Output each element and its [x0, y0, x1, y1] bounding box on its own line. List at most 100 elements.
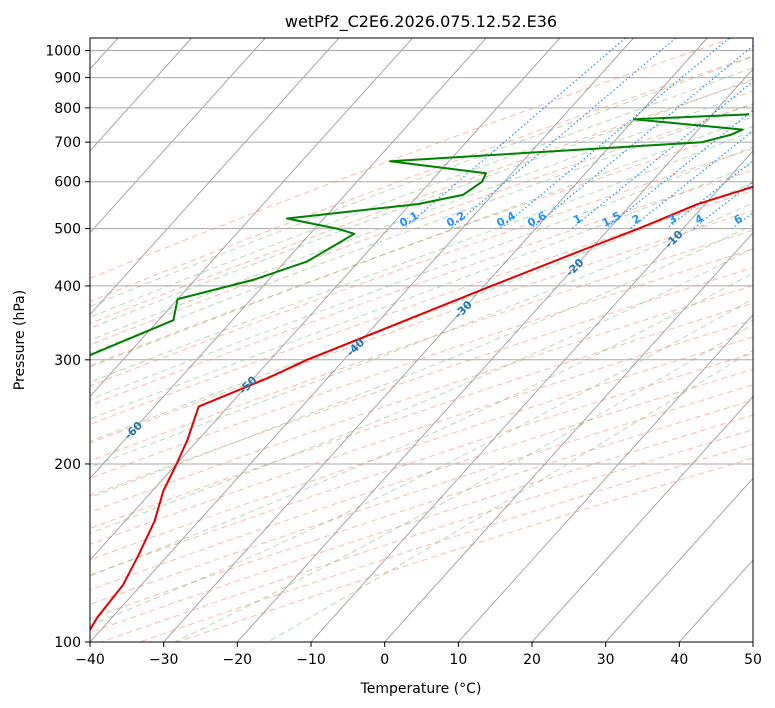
mixing-ratio-label: 3	[666, 212, 679, 227]
x-tick-label: −30	[149, 652, 179, 668]
mixing-ratio-label: 0.4	[494, 209, 518, 230]
mixing-ratio-line	[761, 38, 775, 229]
mixing-ratio-line	[530, 45, 753, 230]
x-tick-label: 40	[670, 652, 688, 668]
dry-adiabat	[90, 336, 753, 561]
dry-adiabat	[90, 55, 753, 302]
dry-adiabat	[90, 285, 753, 513]
mixing-ratio-label: 0.1	[397, 209, 420, 230]
dry-adiabat	[90, 103, 753, 346]
isopleth-label-layer: 0.10.20.40.611.52346810131620253036-100-…	[0, 202, 775, 495]
isotherm-line	[384, 231, 753, 642]
grid-layer	[90, 38, 775, 642]
moist-adiabat	[90, 272, 753, 577]
isotherm-line	[90, 38, 340, 316]
isotherm-line	[457, 313, 753, 642]
moist-adiabat	[90, 116, 753, 368]
isotherm-line	[752, 641, 753, 642]
dry-adiabat	[90, 210, 753, 444]
dry-adiabat	[90, 414, 753, 633]
y-tick-label: 500	[54, 222, 81, 238]
y-tick-label: 800	[54, 101, 81, 117]
mixing-ratio-line	[630, 130, 753, 230]
y-tick-label: 400	[54, 279, 81, 295]
moist-adiabat	[90, 67, 753, 318]
isotherm-label: 0	[768, 202, 775, 217]
isotherm-line	[90, 38, 413, 398]
x-tick-label: 50	[744, 652, 762, 668]
y-tick-label: 900	[54, 71, 81, 87]
isotherm-line	[310, 150, 753, 642]
isotherm-line	[605, 477, 753, 642]
dry-adiabat	[90, 148, 753, 387]
moist-adiabat	[90, 298, 753, 626]
temperature-line	[90, 185, 753, 632]
moist-adiabat	[90, 90, 753, 341]
y-tick-label: 700	[54, 135, 81, 151]
dry-adiabat	[90, 352, 753, 576]
data-layer	[90, 113, 753, 632]
x-tick-label: 10	[449, 652, 467, 668]
mixing-ratio-line	[403, 38, 626, 230]
x-tick-label: 0	[380, 652, 389, 668]
mixing-ratio-label: 0.6	[525, 209, 549, 230]
x-tick-label: 30	[597, 652, 615, 668]
isotherm-line	[163, 38, 708, 642]
dry-adiabat	[90, 190, 753, 426]
moist-adiabat	[90, 224, 753, 499]
plot-frame	[89, 37, 754, 643]
dry-adiabat	[90, 384, 753, 605]
isotherm-line	[90, 38, 634, 642]
dry-adiabat	[139, 443, 753, 642]
moist-adiabat	[90, 163, 753, 420]
mixing-ratio-line	[571, 80, 753, 230]
dry-adiabat	[90, 267, 753, 497]
moist-adiabat	[90, 202, 753, 468]
mixing-ratio-line	[731, 211, 753, 230]
isotherm-line	[90, 38, 266, 234]
dry-adiabat	[90, 319, 753, 545]
y-tick-label: 300	[54, 353, 81, 369]
mixing-ratio-line	[666, 159, 753, 230]
y-axis-title: Pressure (hPa)	[12, 290, 28, 390]
y-tick-label: 600	[54, 175, 81, 191]
y-tick-label: 1000	[45, 44, 81, 60]
dry-adiabat	[90, 302, 753, 530]
isotherm-line	[90, 38, 487, 480]
dry-adiabat	[177, 457, 753, 642]
y-tick-label: 200	[54, 457, 81, 473]
axis-layer: −40 −30 −20 −10 0 10 20 30 40 50 1000 900 800 700 600 5…	[45, 44, 762, 668]
mixing-ratio-line	[450, 38, 677, 230]
dewpoint-line	[90, 113, 750, 357]
isotherm-line	[531, 395, 753, 642]
moist-adiabat	[90, 102, 753, 354]
x-axis-title: Temperature (°C)	[360, 681, 482, 697]
chart-title: wetPf2_C2E6.2026.075.12.52.E36	[285, 12, 557, 32]
dry-adiabat	[90, 79, 753, 325]
dry-adiabat	[90, 229, 753, 462]
isotherm-label: -70	[0, 472, 23, 495]
dry-adiabat	[101, 429, 753, 642]
dry-adiabat	[90, 248, 753, 480]
mixing-ratio-label: 1	[571, 212, 584, 227]
y-tick-label: 100	[54, 635, 81, 651]
moist-adiabat	[90, 130, 753, 383]
mixing-ratio-label: 2	[630, 212, 643, 227]
moist-adiabat	[90, 56, 753, 307]
mixing-ratio-line	[605, 109, 753, 230]
moist-adiabat	[267, 349, 753, 642]
isotherm-line	[90, 38, 561, 561]
x-tick-label: −20	[223, 652, 253, 668]
x-tick-label: 20	[523, 652, 541, 668]
mixing-ratio-label: 1.5	[600, 209, 623, 230]
dry-adiabat	[90, 169, 753, 407]
moist-adiabat	[90, 181, 753, 442]
dry-adiabat	[90, 399, 753, 620]
isotherm-line	[236, 68, 753, 642]
mixing-ratio-line	[500, 38, 730, 230]
dry-adiabat	[90, 368, 753, 591]
dry-adiabat	[90, 126, 753, 367]
mixing-ratio-label: 8	[760, 212, 773, 227]
dry-adiabat	[90, 38, 733, 279]
